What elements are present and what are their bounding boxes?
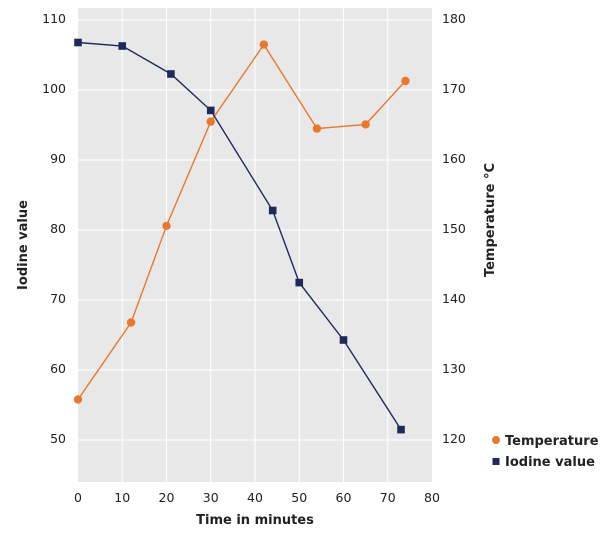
- x-tick-labels: 0 10 20 30 40 50 60 70 80: [74, 490, 440, 505]
- legend: Temperature Iodine value: [492, 434, 599, 470]
- data-point-temperature: [162, 221, 171, 231]
- x-tick-label: 70: [380, 490, 396, 505]
- data-point-temperature: [259, 40, 269, 49]
- legend-label-iodine: Iodine value: [505, 455, 595, 470]
- right-y-tick-labels: 120 130 140 150 160 170 180: [442, 11, 466, 446]
- x-tick-label: 30: [203, 490, 219, 505]
- left-y-tick-label: 70: [50, 291, 66, 306]
- data-point-temperature: [126, 318, 136, 327]
- legend-marker-iodine: [492, 458, 500, 465]
- x-tick-label: 20: [159, 490, 175, 505]
- x-tick-label: 10: [114, 490, 130, 505]
- left-y-tick-label: 60: [50, 361, 66, 376]
- left-y-tick-label: 100: [42, 81, 66, 96]
- x-axis-label: Time in minutes: [196, 513, 314, 528]
- data-point-iodine-value: [339, 336, 348, 344]
- left-y-tick-label: 110: [42, 11, 66, 26]
- series-line-iodine-value: [77, 41, 402, 430]
- legend-marker-temperature: [492, 436, 500, 444]
- x-tick-label: 0: [74, 490, 82, 505]
- x-tick-label: 40: [247, 490, 263, 505]
- right-y-tick-label: 120: [442, 431, 466, 446]
- x-tick-label: 50: [291, 490, 307, 505]
- series-line-temperature: [77, 43, 406, 400]
- legend-label-temperature: Temperature: [505, 434, 599, 449]
- data-point-iodine-value: [206, 106, 215, 115]
- data-point-iodine-value: [268, 206, 277, 215]
- data-point-temperature: [206, 117, 215, 126]
- series-layer: [73, 38, 410, 434]
- data-point-iodine-value: [397, 425, 405, 434]
- data-point-temperature: [401, 76, 410, 86]
- left-y-tick-label: 90: [50, 151, 66, 166]
- right-y-tick-label: 170: [442, 81, 466, 96]
- right-y-tick-label: 140: [442, 291, 466, 306]
- left-y-axis-label: Iodine value: [16, 200, 31, 290]
- x-tick-label: 60: [336, 490, 352, 505]
- data-point-temperature: [312, 124, 322, 133]
- left-y-tick-labels: 50 60 70 80 90 100 110: [42, 11, 66, 446]
- x-tick-label: 80: [424, 490, 440, 505]
- gridlines: [78, 8, 432, 482]
- data-point-temperature: [73, 395, 83, 404]
- data-point-iodine-value: [118, 42, 127, 50]
- right-y-tick-label: 180: [442, 11, 466, 26]
- right-y-tick-label: 160: [442, 151, 466, 166]
- data-point-temperature: [361, 120, 370, 129]
- data-point-iodine-value: [74, 38, 82, 47]
- data-point-iodine-value: [167, 70, 175, 78]
- left-y-tick-label: 80: [50, 221, 66, 236]
- right-y-tick-label: 150: [442, 221, 466, 236]
- left-y-tick-label: 50: [50, 431, 66, 446]
- right-y-tick-label: 130: [442, 361, 466, 376]
- data-point-iodine-value: [295, 278, 304, 287]
- right-y-axis-label: Temperature °C: [483, 163, 498, 277]
